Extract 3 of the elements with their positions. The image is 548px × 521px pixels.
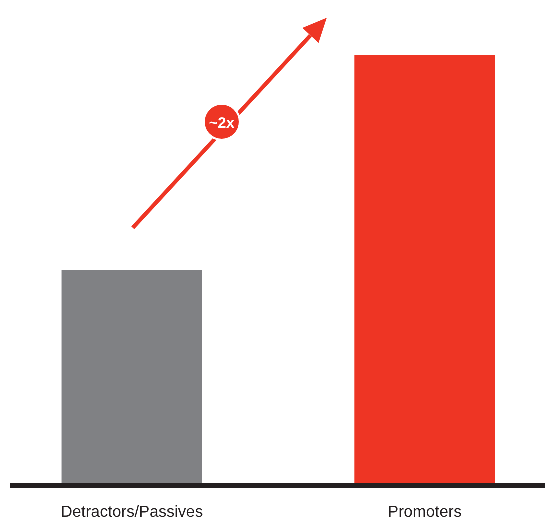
x-tick-label: Promoters (388, 504, 462, 521)
x-tick-label: Detractors/Passives (60, 504, 204, 521)
annotation: ~2x (209, 115, 236, 132)
